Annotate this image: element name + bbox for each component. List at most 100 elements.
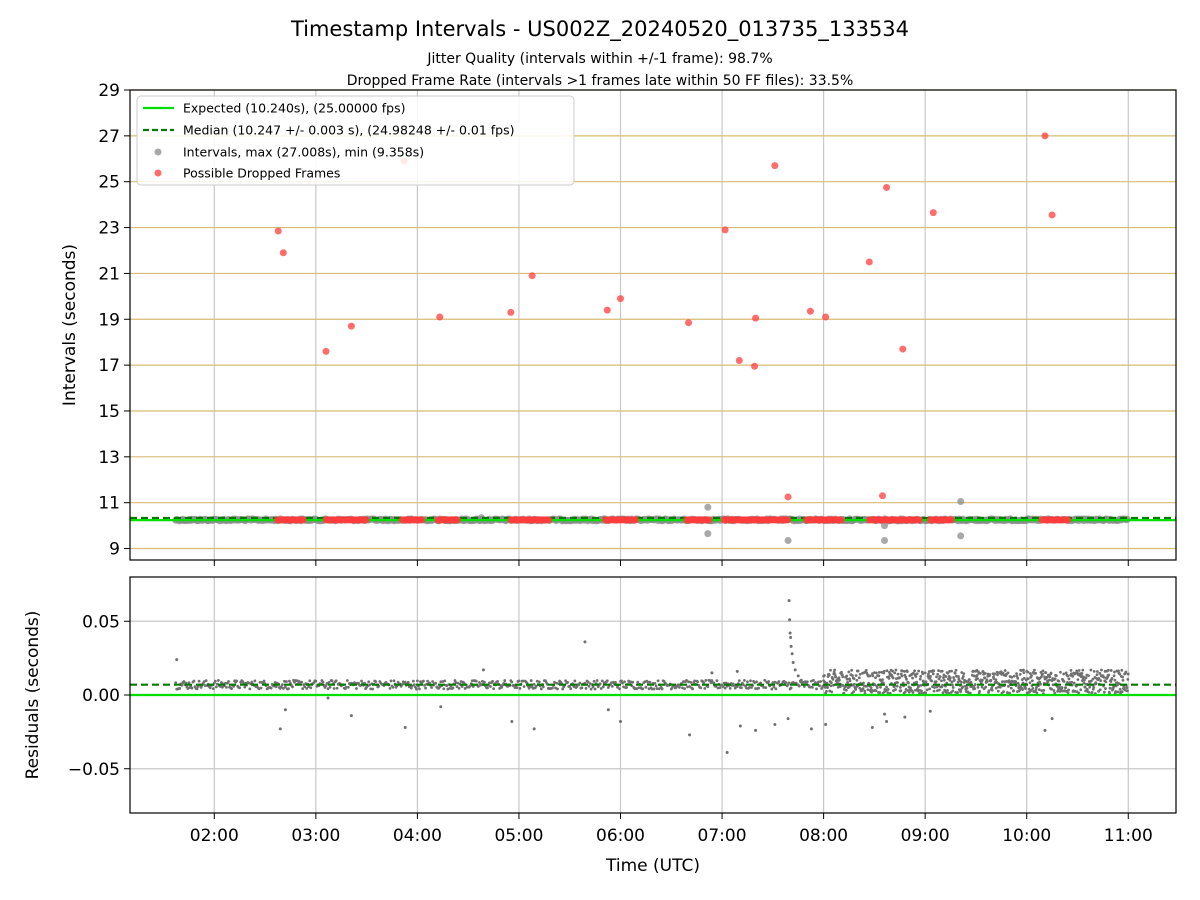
- legend-intervals-label: Intervals, max (27.008s), min (9.358s): [183, 145, 424, 160]
- residual-point: [1006, 671, 1010, 675]
- residual-point: [637, 686, 641, 690]
- residual-point: [883, 712, 887, 716]
- residual-point: [532, 683, 536, 686]
- residual-point: [932, 669, 936, 673]
- residual-point: [995, 670, 999, 674]
- residual-point: [517, 679, 521, 683]
- residual-point: [988, 673, 992, 676]
- residual-point: [1030, 674, 1033, 677]
- residual-point: [703, 686, 707, 690]
- dropped-frame-point: [735, 357, 743, 365]
- residual-point: [1034, 688, 1038, 691]
- residual-point: [308, 679, 312, 683]
- residual-point: [763, 678, 767, 682]
- residual-point: [321, 680, 325, 684]
- intervals-y-tick-label: 25: [98, 173, 120, 193]
- residual-point: [1113, 670, 1116, 674]
- residual-point: [896, 672, 900, 676]
- dropped-frame-point: [507, 308, 515, 316]
- residual-point: [933, 686, 936, 689]
- residual-point: [896, 681, 899, 685]
- residual-point: [1077, 669, 1081, 672]
- residual-point: [314, 679, 318, 683]
- residual-point: [648, 680, 652, 684]
- residual-point: [856, 669, 860, 673]
- residual-point: [307, 685, 311, 689]
- residual-point: [971, 669, 975, 673]
- residual-point: [733, 686, 737, 690]
- residual-point: [477, 681, 481, 684]
- residual-point: [905, 670, 909, 674]
- residual-point: [1110, 676, 1114, 680]
- residual-point: [326, 687, 330, 691]
- residual-point: [580, 686, 584, 690]
- residual-point: [903, 690, 907, 694]
- residual-point: [973, 687, 977, 691]
- residual-point: [1026, 670, 1030, 674]
- residual-point: [797, 684, 801, 688]
- residual-point: [1097, 676, 1101, 680]
- interval-point: [704, 530, 712, 538]
- residual-point: [961, 675, 965, 678]
- residual-point: [1126, 677, 1130, 681]
- residual-point: [886, 691, 890, 694]
- residual-point: [657, 687, 661, 691]
- residual-point: [683, 687, 686, 691]
- intervals-x-ticks: [213, 560, 1129, 566]
- intervals-y-ticks: 9 11 13 15 17 19 21 23 25 27 29: [98, 81, 130, 560]
- dropped-frame-point: [347, 322, 355, 330]
- residual-point: [898, 685, 902, 689]
- dropped-frame-point: [751, 362, 759, 370]
- residual-point: [1064, 686, 1068, 690]
- residual-point: [1046, 680, 1050, 684]
- residual-point: [621, 681, 624, 685]
- residual-point: [269, 686, 273, 690]
- intervals-y-tick-label: 17: [98, 356, 120, 376]
- residual-point: [1064, 671, 1068, 675]
- residual-point: [1118, 687, 1122, 691]
- dropped-frame-point: [865, 258, 873, 266]
- residual-point: [660, 687, 664, 691]
- residual-point: [1099, 679, 1103, 682]
- residual-point: [1106, 668, 1110, 672]
- residual-point: [755, 680, 758, 684]
- residual-point: [278, 727, 282, 731]
- residual-point: [946, 671, 950, 675]
- residual-point: [1066, 674, 1070, 678]
- residual-point: [1095, 670, 1099, 673]
- residual-point: [1126, 672, 1130, 676]
- residual-point: [915, 672, 919, 676]
- residual-point: [965, 686, 969, 690]
- x-tick-label: 08:00: [799, 826, 848, 846]
- residual-point: [601, 685, 605, 689]
- residual-point: [691, 687, 695, 691]
- residual-point: [833, 672, 837, 676]
- residual-point: [1121, 678, 1125, 682]
- dropped-frame-point: [948, 516, 956, 524]
- residual-point: [1082, 678, 1086, 682]
- residual-point: [439, 705, 443, 709]
- residual-point: [1035, 691, 1039, 695]
- residual-point: [197, 679, 201, 683]
- residual-point: [1026, 677, 1030, 681]
- residual-point: [937, 669, 940, 672]
- residual-point: [735, 685, 739, 688]
- intervals-panel: 9 11 13 15 17 19 21 23 25 27 29 Intervals (seconds…: [60, 81, 1177, 566]
- dropped-frame-point: [279, 249, 287, 257]
- residual-point: [961, 685, 965, 689]
- residual-point: [948, 676, 952, 680]
- residual-point: [1049, 671, 1053, 675]
- dropped-frame-point: [617, 295, 625, 303]
- residual-point: [1044, 671, 1048, 674]
- residual-point: [957, 675, 960, 678]
- residual-point: [1024, 687, 1027, 690]
- residual-point: [757, 686, 761, 690]
- residual-point: [1117, 669, 1120, 673]
- residual-point: [371, 687, 375, 691]
- dropped-frame-point: [705, 516, 713, 524]
- residual-point: [1068, 681, 1072, 684]
- residual-point: [877, 671, 881, 674]
- residuals-series: [130, 599, 1176, 755]
- residual-point: [942, 676, 945, 679]
- residual-point: [885, 720, 889, 724]
